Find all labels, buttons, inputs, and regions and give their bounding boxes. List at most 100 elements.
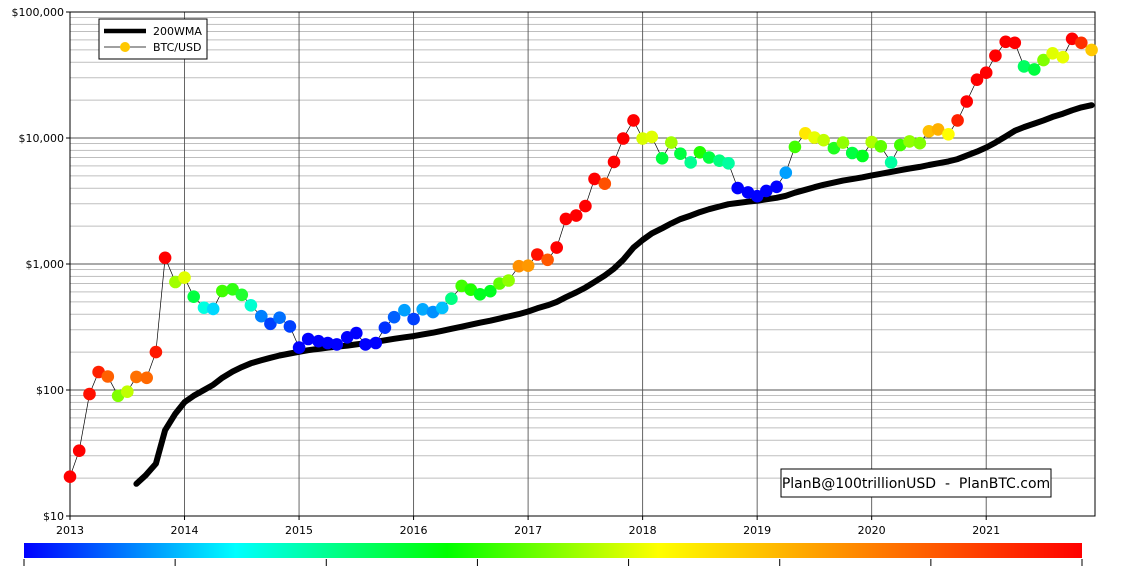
x-tick-label: 2020 [858,524,886,537]
y-tick-label: $10,000 [19,132,65,145]
x-axis-tick-labels: 2013 2014 2015 2016 2017 2018 2019 2020 2021 [56,524,1000,537]
btc-usd-point [541,253,554,267]
btc-usd-point [960,95,973,108]
btc-usd-point [83,387,96,401]
btc-usd-point [913,136,927,150]
btc-usd-point [235,288,249,302]
btc-usd-point [158,251,172,265]
btc-usd-point [1028,63,1041,76]
btc-usd-point [369,336,383,350]
btc-usd-point [856,149,869,163]
btc-usd-point [378,321,392,335]
btc-usd-point [435,301,449,315]
btc-usd-point [473,288,487,301]
btc-usd-point [722,157,735,170]
colorbar-gradient [24,543,1082,558]
btc-usd-point [770,180,783,194]
btc-usd-point [674,147,687,160]
btc-usd-point [445,292,458,306]
btc-usd-point [731,181,744,195]
btc-usd-point [416,303,430,316]
btc-usd-point [292,341,306,354]
btc-usd-point [942,128,955,141]
x-tick-label: 2018 [629,524,657,537]
btc-usd-point [197,301,211,315]
y-tick-label: $10 [43,510,64,523]
btc-usd-point [264,317,277,331]
btc-usd-point [979,66,993,79]
btc-usd-point [845,146,859,160]
btc-usd-point [359,338,372,351]
btc-usd-point [226,283,239,296]
credit-box: PlanB@100trillionUSD - PlanBTC.com [780,468,1052,498]
legend-box [98,18,208,60]
legend-btc-label: BTC/USD [153,41,202,54]
btc-usd-point [970,73,984,86]
btc-usd-point [1075,36,1088,50]
btc-usd-point [330,338,344,351]
btc-usd-point [569,209,583,222]
btc-usd-point [149,345,163,359]
btc-usd-point [559,212,573,226]
btc-usd-point [655,152,669,165]
x-tick-label: 2014 [171,524,199,537]
btc-usd-point [817,133,830,147]
btc-usd-point [121,385,134,399]
btc-usd-point [903,135,916,148]
btc-usd-point [1037,53,1050,67]
btc-usd-point [760,184,773,198]
btc-usd-point [502,274,515,287]
btc-usd-point [283,320,297,333]
btc-usd-point [874,140,888,153]
btc-usd-point [72,444,86,458]
btc-usd-point [216,284,229,298]
btc-usd-point [999,35,1012,49]
x-tick-label: 2016 [400,524,428,537]
btc-usd-point [130,370,143,384]
btc-usd-point [63,470,77,484]
credit-text: PlanB@100trillionUSD - PlanBTC.com [782,476,1050,492]
btc-usd-point [1085,43,1098,57]
colorbar-ticks [23,559,1083,566]
btc-usd-point [387,310,401,324]
btc-usd-point [989,49,1002,62]
btc-usd-point [693,146,707,159]
btc-usd-point [951,114,964,127]
btc-usd-point [178,271,191,284]
btc-usd-point [579,199,592,213]
btc-usd-point [836,136,850,149]
btc-usd-point [1008,36,1022,50]
btc-usd-point [1056,50,1070,64]
btc-usd-point [665,136,678,149]
btc-usd-point [788,140,802,154]
btc-usd-point [531,248,544,261]
btc-usd-point [627,114,640,127]
btc-usd-point [254,309,268,323]
btc-usd-point [827,141,841,155]
btc-usd-point [140,371,153,385]
minor-gridlines [70,17,1095,479]
btc-usd-point [607,155,621,169]
btc-usd-point [512,259,526,273]
btc-usd-point [187,290,200,304]
colorbar [23,543,1083,566]
y-tick-label: $1,000 [26,258,65,271]
legend-btc-dot [120,42,130,52]
x-tick-label: 2013 [56,524,84,537]
btc-usd-point [407,312,420,326]
x-tick-label: 2017 [514,524,542,537]
btc-usd-point [884,156,898,169]
btc-usd-point [588,172,601,186]
btc-usd-point [273,311,286,325]
y-tick-label: $100,000 [12,6,65,19]
credit-frame [780,468,1052,498]
btc-usd-point [206,302,220,316]
btc-usd-point [484,284,497,298]
btc-usd-point [398,303,411,317]
x-tick-label: 2021 [972,524,1000,537]
x-tick-label: 2015 [285,524,313,537]
y-tick-label: $100 [36,384,64,397]
btc-usd-point [1017,60,1031,73]
btc-usd-point [598,177,612,190]
